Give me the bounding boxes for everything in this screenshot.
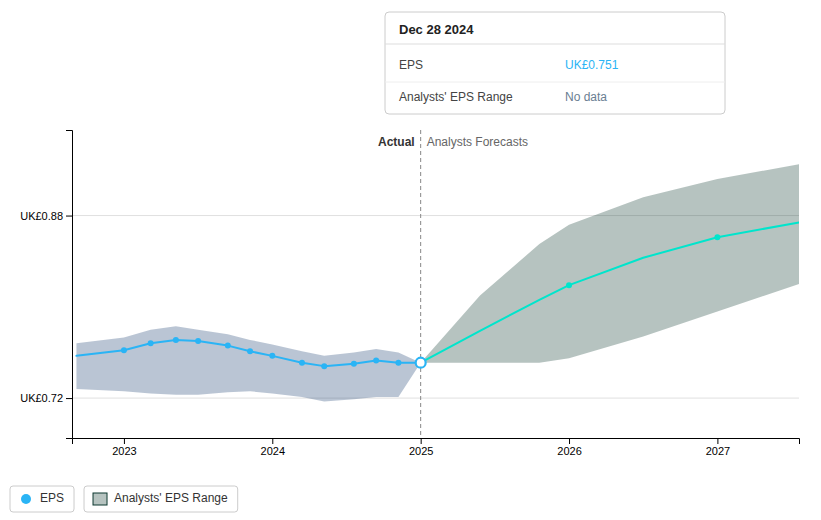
y-tick: UK£0.88 <box>20 210 72 222</box>
band <box>76 326 420 401</box>
grid-line <box>72 398 799 399</box>
tooltip-label: Analysts' EPS Range <box>399 90 513 104</box>
legend-label: Analysts' EPS Range <box>114 491 228 505</box>
section-label: Actual <box>378 135 415 149</box>
legend-swatch <box>21 494 31 504</box>
point <box>247 348 253 354</box>
x-tick-label: 2024 <box>261 445 285 457</box>
x-tick-mark <box>272 438 273 444</box>
point <box>121 347 127 353</box>
annotations: Actual Analysts Forecasts <box>378 135 528 149</box>
x-tick-mark <box>421 438 422 444</box>
legend-swatch <box>93 493 107 505</box>
legend-label: EPS <box>40 491 64 505</box>
point <box>299 360 305 366</box>
tooltip-label: EPS <box>399 58 423 72</box>
y-tick-mark <box>66 398 72 399</box>
x-tick: 2027 <box>706 438 730 457</box>
y-axis-line <box>66 131 73 439</box>
legend-box <box>84 486 238 512</box>
legend-box <box>10 486 74 512</box>
point <box>714 234 720 240</box>
point <box>566 282 572 288</box>
x-tick-label: 2026 <box>557 445 581 457</box>
tooltip-separator <box>385 82 725 83</box>
tooltip: Dec 28 2024 EPS UK£0.751 Analysts' EPS Rang… <box>385 12 725 114</box>
plot-area: 2023 2024 2025 2026 2027 UK£0.88 UK£0.72 Actual… <box>20 130 799 457</box>
y-tick-label: UK£0.72 <box>20 392 63 404</box>
y-axis: UK£0.88 UK£0.72 <box>20 131 72 439</box>
point <box>173 337 179 343</box>
tooltip-value: UK£0.751 <box>565 58 619 72</box>
x-tick: 2023 <box>112 438 136 457</box>
point <box>321 363 327 369</box>
tooltip-box <box>385 12 725 114</box>
x-tick: 2025 <box>409 438 433 457</box>
point <box>225 343 231 349</box>
x-tick-mark <box>569 438 570 444</box>
legend-item: EPS <box>10 486 74 512</box>
x-tick-label: 2027 <box>706 445 730 457</box>
point <box>195 338 201 344</box>
x-tick-mark <box>717 438 718 444</box>
point <box>373 357 379 363</box>
y-tick-label: UK£0.88 <box>20 210 63 222</box>
point <box>148 340 154 346</box>
x-axis-line <box>73 439 800 445</box>
y-tick: UK£0.72 <box>20 392 72 404</box>
y-tick-mark <box>66 216 72 217</box>
legend: EPS Analysts' EPS Range <box>10 486 238 512</box>
legend-item: Analysts' EPS Range <box>84 486 238 512</box>
line <box>421 222 799 362</box>
section-label: Analysts Forecasts <box>427 135 528 149</box>
divider <box>420 130 421 438</box>
x-tick: 2024 <box>261 438 285 457</box>
point <box>269 353 275 359</box>
line <box>76 340 420 366</box>
chart: 2023 2024 2025 2026 2027 UK£0.88 UK£0.72 Actual… <box>0 0 821 520</box>
tooltip-title: Dec 28 2024 <box>399 22 474 37</box>
x-axis: 2023 2024 2025 2026 2027 <box>73 438 800 457</box>
tooltip-value: No data <box>565 90 607 104</box>
highlight-point <box>416 358 426 368</box>
point <box>351 361 357 367</box>
band <box>421 164 799 362</box>
marks <box>76 130 799 438</box>
x-tick: 2026 <box>557 438 581 457</box>
x-tick-mark <box>124 438 125 444</box>
x-tick-label: 2025 <box>409 445 433 457</box>
x-tick-label: 2023 <box>112 445 136 457</box>
point <box>395 360 401 366</box>
tooltip-separator <box>385 44 725 45</box>
